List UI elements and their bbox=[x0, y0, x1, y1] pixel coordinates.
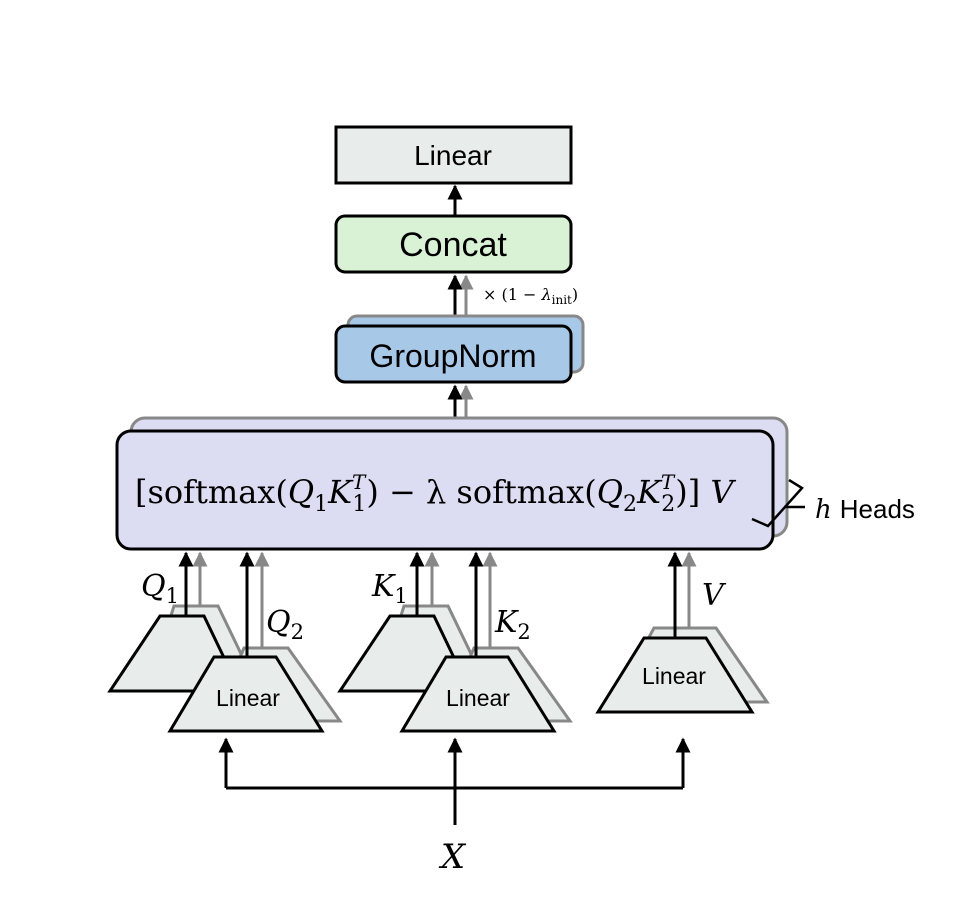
formula-q2: Q bbox=[597, 473, 623, 511]
formula-open: [softmax( bbox=[135, 473, 288, 511]
label-q2-sub: 2 bbox=[291, 620, 304, 644]
top-linear-label: Linear bbox=[414, 140, 492, 171]
label-k1-sub: 1 bbox=[394, 584, 407, 608]
concat-label: Concat bbox=[399, 226, 507, 264]
groupnorm-block: GroupNorm bbox=[334, 314, 585, 384]
linear-q-label: Linear bbox=[216, 685, 280, 711]
label-q2: Q2 bbox=[266, 605, 304, 644]
heads-brace bbox=[751, 478, 805, 528]
scale-note-prefix: × (1 − bbox=[483, 285, 542, 304]
label-q1-sub: 1 bbox=[166, 584, 179, 608]
label-k2-main: K bbox=[494, 605, 519, 640]
scale-note-suffix: ) bbox=[572, 285, 578, 304]
formula-k1-sup: T bbox=[352, 470, 367, 494]
linear-k2-trapezoid bbox=[399, 655, 557, 733]
heads-label: h Heads bbox=[815, 494, 915, 525]
concat-block: Concat bbox=[334, 214, 573, 274]
heads-h: h bbox=[815, 495, 832, 525]
formula-middle: ) − λ softmax( bbox=[366, 473, 596, 511]
linear-k-label: Linear bbox=[446, 685, 510, 711]
formula-q1-sub: 1 bbox=[314, 492, 328, 517]
formula-k1-sub: 1 bbox=[352, 492, 366, 517]
linear-v-stack: Linear bbox=[595, 626, 770, 714]
label-q1-main: Q bbox=[141, 569, 166, 604]
label-k1-main: K bbox=[371, 569, 396, 604]
label-x: X bbox=[438, 837, 467, 877]
formula-q1: Q bbox=[288, 473, 314, 511]
label-k1: K1 bbox=[371, 569, 408, 608]
scale-note: × (1 − λinit) bbox=[483, 285, 578, 307]
formula-k2: K bbox=[636, 473, 663, 511]
formula-k2-sub: 2 bbox=[661, 492, 675, 517]
scale-note-lambda: λ bbox=[541, 285, 552, 304]
formula-q2-sub: 2 bbox=[623, 492, 637, 517]
formula-close: )] bbox=[675, 473, 710, 511]
heads-text: Heads bbox=[840, 494, 915, 524]
linear-k-stack: Linear bbox=[337, 604, 573, 733]
top-linear-block: Linear bbox=[334, 125, 573, 185]
linear-q2-trapezoid bbox=[167, 655, 325, 733]
linear-v-label: Linear bbox=[642, 663, 706, 689]
label-v: V bbox=[702, 578, 727, 613]
linear-v-trapezoid bbox=[595, 636, 755, 714]
linear-q-stack: Linear bbox=[107, 604, 343, 733]
formula-k2-sup: T bbox=[661, 470, 676, 494]
formula-v: V bbox=[710, 473, 736, 511]
label-k2: K2 bbox=[494, 605, 531, 644]
attention-block: [softmax(Q1KT 1) − λ softmax(Q2KT 2)] V bbox=[115, 416, 789, 551]
label-k2-sub: 2 bbox=[517, 620, 530, 644]
label-q2-main: Q bbox=[266, 605, 291, 640]
scale-note-sub: init bbox=[552, 293, 572, 307]
label-q1: Q1 bbox=[141, 569, 179, 608]
formula-k1: K bbox=[327, 473, 354, 511]
groupnorm-label: GroupNorm bbox=[369, 338, 536, 374]
attention-formula: [softmax(Q1KT 1) − λ softmax(Q2KT 2)] V bbox=[135, 470, 736, 517]
